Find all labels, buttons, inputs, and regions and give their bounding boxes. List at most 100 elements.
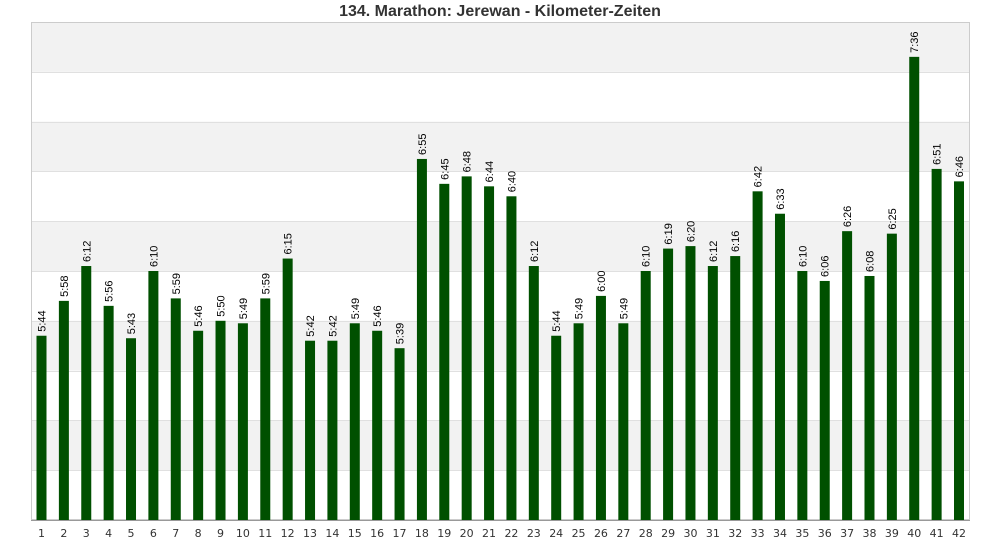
x-tick-label: 29 (661, 527, 675, 540)
value-label: 6:33 (775, 188, 787, 209)
x-tick-label: 38 (862, 527, 876, 540)
value-label: 6:55 (417, 134, 429, 155)
grid-band (31, 320, 970, 371)
x-tick-label: 4 (105, 527, 112, 540)
bar (528, 266, 539, 520)
value-labels: 5:44 5:58 6:12 5:56 5:43 6:10 5:59 5:46 5:50 5:49… (37, 31, 967, 344)
bar (774, 213, 785, 521)
value-label: 5:43 (126, 313, 138, 334)
x-tick-label: 19 (437, 527, 451, 540)
bar (282, 258, 293, 520)
x-tick-label: 36 (818, 527, 832, 540)
x-axis-tick-labels: 1 2 3 4 5 6 7 8 9 10 11 12 13 14 15 16 17 18 19 20 21 22 23 24 2… (38, 527, 966, 540)
value-label: 5:50 (216, 295, 228, 316)
bar (618, 323, 629, 520)
bar (439, 183, 450, 520)
value-label: 5:42 (327, 315, 339, 336)
x-tick-label: 34 (773, 527, 787, 540)
bar (595, 295, 606, 520)
value-label: 6:25 (887, 208, 899, 229)
x-tick-label: 1 (38, 527, 45, 540)
value-label: 6:15 (283, 233, 295, 254)
x-tick-label: 22 (504, 527, 518, 540)
bar (81, 266, 92, 520)
bar (931, 168, 942, 520)
x-tick-label: 28 (639, 527, 653, 540)
x-tick-label: 5 (128, 527, 135, 540)
bar (148, 271, 159, 520)
bar (394, 348, 405, 520)
grid-band (31, 221, 970, 271)
value-label: 6:19 (663, 223, 675, 244)
bar (327, 340, 338, 520)
value-label: 5:39 (395, 323, 407, 344)
x-tick-label: 17 (393, 527, 407, 540)
x-tick-label: 33 (751, 527, 765, 540)
x-tick-label: 30 (683, 527, 697, 540)
bar (954, 181, 964, 521)
bar (126, 338, 137, 520)
value-label: 5:58 (59, 275, 71, 296)
value-label: 5:46 (372, 305, 384, 326)
x-tick-label: 25 (572, 527, 586, 540)
grid-band (31, 121, 970, 172)
x-tick-label: 40 (907, 527, 921, 540)
bar (506, 196, 517, 521)
x-tick-label: 23 (527, 527, 541, 540)
value-label: 5:46 (193, 305, 205, 326)
x-tick-label: 42 (952, 527, 966, 540)
x-tick-label: 11 (258, 527, 272, 540)
chart-title: 134. Marathon: Jerewan - Kilometer-Zeite… (339, 3, 661, 20)
x-tick-label: 6 (150, 527, 157, 540)
x-tick-label: 15 (348, 527, 362, 540)
bar (752, 191, 763, 520)
value-label: 6:20 (685, 221, 697, 242)
bar (461, 176, 472, 520)
x-tick-label: 18 (415, 527, 429, 540)
bar (842, 231, 853, 520)
value-label: 6:40 (506, 171, 518, 192)
x-tick-label: 24 (549, 527, 563, 540)
x-tick-label: 39 (885, 527, 899, 540)
x-tick-label: 8 (195, 527, 202, 540)
x-tick-label: 12 (281, 527, 295, 540)
value-label: 7:36 (909, 31, 921, 52)
value-label: 5:49 (618, 298, 630, 319)
bar (797, 271, 808, 520)
value-label: 6:51 (932, 143, 944, 164)
value-label: 5:42 (305, 315, 317, 336)
x-tick-label: 41 (930, 527, 944, 540)
bar (58, 300, 69, 520)
x-tick-label: 3 (83, 527, 90, 540)
bar (730, 256, 741, 520)
x-tick-label: 10 (236, 527, 250, 540)
value-label: 6:10 (797, 246, 809, 267)
value-label: 6:12 (708, 241, 720, 262)
bar (170, 298, 181, 520)
x-tick-label: 7 (172, 527, 179, 540)
x-tick-label: 21 (482, 527, 496, 540)
x-tick-label: 9 (217, 527, 224, 540)
bar (36, 335, 47, 520)
value-label: 6:12 (529, 241, 541, 262)
value-label: 5:56 (104, 280, 116, 301)
x-tick-label: 20 (460, 527, 474, 540)
value-label: 5:49 (574, 298, 586, 319)
x-tick-label: 27 (616, 527, 630, 540)
grid-bands (31, 22, 970, 471)
value-label: 6:48 (462, 151, 474, 172)
bar (193, 330, 204, 520)
value-label: 6:45 (439, 158, 451, 179)
value-label: 6:26 (842, 206, 854, 227)
x-tick-label: 35 (795, 527, 809, 540)
bars (36, 56, 964, 521)
value-label: 5:44 (551, 310, 563, 331)
bar (551, 335, 562, 520)
bar (573, 323, 584, 520)
value-label: 5:59 (171, 273, 183, 294)
x-tick-label: 14 (325, 527, 339, 540)
bar (685, 246, 696, 520)
bar (640, 271, 651, 520)
bar (707, 266, 718, 520)
